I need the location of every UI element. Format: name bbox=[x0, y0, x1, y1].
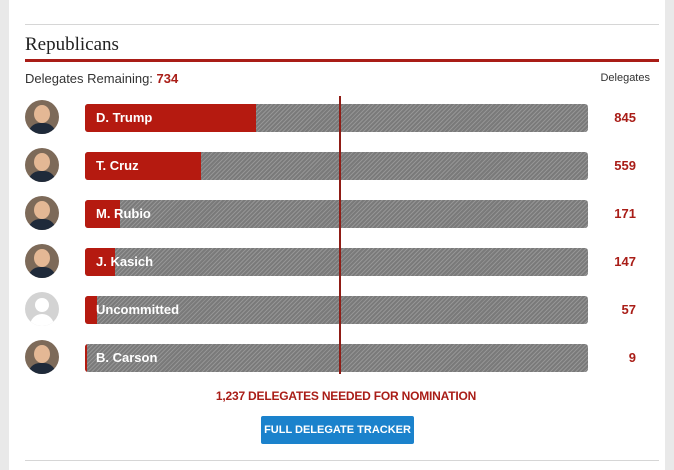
delegate-bar: T. Cruz bbox=[85, 152, 588, 180]
candidate-name: B. Carson bbox=[96, 350, 158, 365]
candidate-row: M. Rubio 171 bbox=[9, 196, 665, 230]
delegate-bar-fill bbox=[85, 296, 97, 324]
nomination-threshold-label: 1,237 DELEGATES NEEDED FOR NOMINATION bbox=[215, 389, 477, 403]
candidate-row: Uncommitted 57 bbox=[9, 292, 665, 326]
delegate-count: 57 bbox=[621, 302, 636, 317]
generic-person-icon bbox=[25, 292, 59, 326]
delegate-count: 171 bbox=[614, 206, 636, 221]
delegate-bar: M. Rubio bbox=[85, 200, 588, 228]
title-underline bbox=[25, 59, 659, 62]
full-delegate-tracker-button[interactable]: FULL DELEGATE TRACKER bbox=[261, 416, 414, 444]
delegate-bar-fill bbox=[85, 200, 121, 228]
delegate-bar: J. Kasich bbox=[85, 248, 588, 276]
candidate-name: Uncommitted bbox=[96, 302, 180, 317]
delegate-bar-fill bbox=[85, 152, 201, 180]
candidate-avatar bbox=[25, 100, 59, 134]
delegate-count: 559 bbox=[614, 158, 636, 173]
candidate-avatar bbox=[25, 196, 59, 230]
candidate-name: T. Cruz bbox=[96, 158, 139, 173]
candidate-name: J. Kasich bbox=[96, 254, 154, 269]
candidate-name: D. Trump bbox=[96, 110, 153, 125]
delegates-remaining-value: 734 bbox=[156, 71, 179, 86]
candidate-row: J. Kasich 147 bbox=[9, 244, 665, 278]
bottom-divider bbox=[25, 460, 659, 461]
candidate-avatar bbox=[25, 340, 59, 374]
delegate-bar: D. Trump bbox=[85, 104, 588, 132]
delegate-count: 9 bbox=[628, 350, 636, 365]
delegate-count: 147 bbox=[614, 254, 636, 269]
candidate-avatar bbox=[25, 244, 59, 278]
candidate-avatar bbox=[25, 148, 59, 182]
delegate-bar-fill bbox=[85, 248, 116, 276]
top-divider bbox=[25, 24, 659, 25]
delegate-bar-fill bbox=[85, 344, 87, 372]
delegate-bar: Uncommitted bbox=[85, 296, 588, 324]
republicans-delegate-widget: Republicans Delegates Remaining: 734 Del… bbox=[9, 0, 665, 470]
delegate-bar-fill bbox=[85, 104, 257, 132]
nomination-threshold-line bbox=[339, 96, 341, 374]
candidate-row: T. Cruz 559 bbox=[9, 148, 665, 182]
delegate-bar: B. Carson bbox=[85, 344, 588, 372]
section-title: Republicans bbox=[25, 34, 119, 55]
candidate-row: D. Trump 845 bbox=[9, 100, 665, 134]
delegates-remaining: Delegates Remaining: 734 bbox=[25, 71, 178, 86]
delegate-count: 845 bbox=[614, 110, 636, 125]
candidate-row: B. Carson 9 bbox=[9, 340, 665, 374]
delegates-remaining-label: Delegates Remaining: bbox=[25, 71, 153, 86]
delegates-column-header: Delegates bbox=[600, 72, 650, 84]
candidate-name: M. Rubio bbox=[96, 206, 151, 221]
